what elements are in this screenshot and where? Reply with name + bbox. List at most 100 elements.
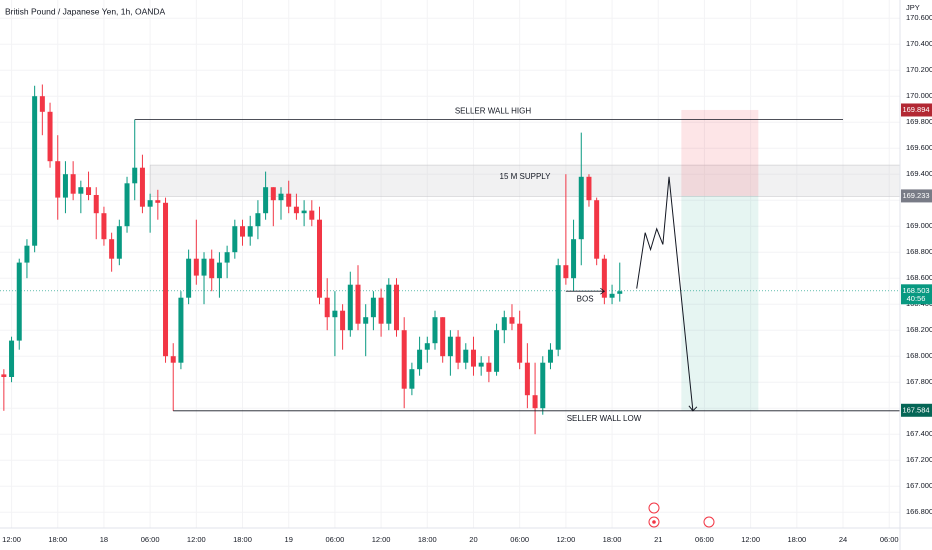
candle-body [301,210,307,214]
candle-body [209,258,215,279]
candle-body [478,362,484,367]
y-tick-label: 170.400 [906,39,932,48]
candle-body [440,317,446,357]
candle-body [424,343,430,350]
x-tick-label: 18:00 [787,535,806,544]
candle-body [201,258,207,276]
y-tick-label: 170.000 [906,91,932,100]
candle-body [224,252,230,263]
candle-body [571,239,577,279]
event-icons [648,502,715,528]
entry-badge [901,189,932,203]
candle-body [386,284,392,324]
candle-body [324,297,330,318]
x-tick-label: 18:00 [603,535,622,544]
y-tick-label: 167.400 [906,429,932,438]
y-tick-label: 166.800 [906,507,932,516]
candle-body [286,193,292,207]
stop-label: 169.894 [902,105,929,114]
candle-body [347,284,353,331]
candle-body [355,284,361,324]
x-tick-label: 24 [839,535,847,544]
candle-body [255,213,261,227]
last-price-label: 168.503 [902,286,929,295]
x-tick-label: 06:00 [880,535,899,544]
candle-body [155,200,161,203]
event-dot [652,520,656,524]
candle-body [540,362,546,409]
x-tick-label: 18:00 [418,535,437,544]
candle-body [463,349,469,363]
candle-body [178,297,184,363]
candle-body [393,284,399,331]
x-tick-label: 18:00 [48,535,67,544]
candle-body [432,317,438,344]
candle-body [447,336,453,357]
candle-body [555,265,561,350]
candle-body [524,362,530,396]
x-tick-label: 18 [100,535,108,544]
candle-body [163,202,169,357]
candle-body [39,96,45,112]
x-tick-label: 12:00 [372,535,391,544]
candle-body [124,183,130,227]
candle-body [32,96,38,246]
candle-body [401,330,407,389]
candles [1,84,623,435]
candle-body [109,239,115,259]
candle-body [455,336,461,363]
x-tick-label: 12:00 [556,535,575,544]
x-tick-label: 06:00 [141,535,160,544]
candle-body [47,111,53,162]
candle-body [62,174,68,198]
candle-body [317,219,323,298]
candle-body [617,291,623,294]
candle-body [70,174,76,194]
candle-body [494,330,500,372]
event-icon[interactable] [703,516,715,528]
candle-body [332,310,338,318]
candle-body [55,161,61,198]
candle-body [378,297,384,324]
candle-body [594,200,600,259]
candle-body [578,176,584,240]
y-tick-label: 169.600 [906,143,932,152]
supply-label: 15 M SUPPLY [500,172,552,181]
candle-body [93,195,99,214]
x-tick-label: 06:00 [510,535,529,544]
candle-body [609,293,615,298]
candle-body [132,167,138,184]
x-tick-label: 06:00 [695,535,714,544]
candle-body [78,187,84,194]
candle-body [486,362,492,372]
y-tick-label: 167.800 [906,377,932,386]
y-tick-label: 169.000 [906,221,932,230]
candle-body [586,176,592,201]
candle-body [139,167,145,207]
candle-body [232,226,238,253]
candle-body [370,297,376,318]
chart-title: British Pound / Japanese Yen, 1h, OANDA [5,6,166,16]
candle-body [532,395,538,409]
candle-body [193,258,199,276]
candle-body [247,226,253,237]
candle-body [363,317,369,324]
candle-body [340,310,346,331]
x-tick-label: 12:00 [187,535,206,544]
candle-body [170,356,176,363]
candle-body [186,258,192,298]
candle-body [101,213,107,240]
seller-wall-high-label: SELLER WALL HIGH [455,107,532,116]
y-tick-label: 167.200 [906,455,932,464]
bos-label: BOS [577,294,594,303]
projection-path [636,176,694,411]
candle-body [409,369,415,389]
currency-label: JPY [906,3,920,12]
x-tick-label: 06:00 [326,535,345,544]
candle-body [86,187,92,195]
countdown-label: 40:56 [907,294,926,303]
candle-body [547,349,553,363]
event-icon[interactable] [648,502,660,514]
